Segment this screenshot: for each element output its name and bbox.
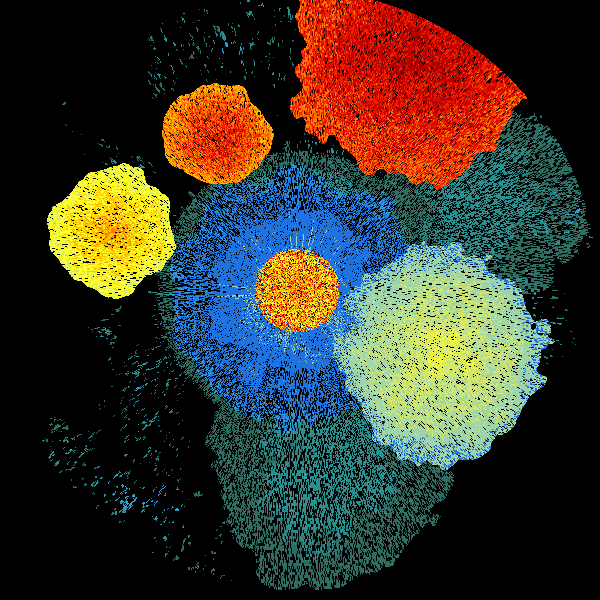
radar-display: Weather Radar Reflectivity Display — [0, 0, 600, 600]
radar-reflectivity-canvas — [0, 0, 600, 600]
